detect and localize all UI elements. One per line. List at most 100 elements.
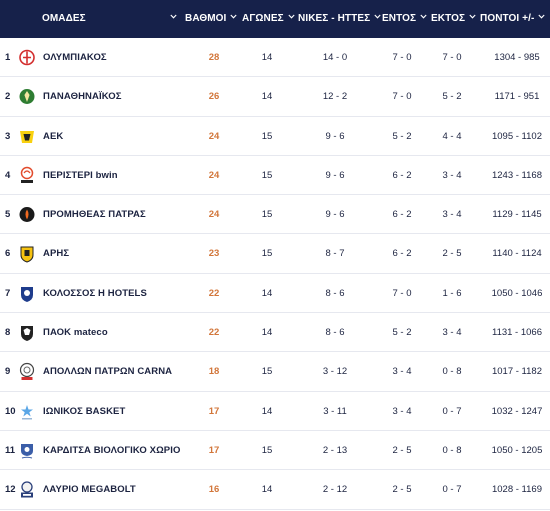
- score-diff: 1095 - 1102: [491, 130, 542, 142]
- rank: 10: [5, 405, 16, 417]
- score-diff: 1032 - 1247: [491, 405, 543, 417]
- table-row[interactable]: 8 ΠΑΟΚ mateco 22 14 8 - 6 5 - 2 3 - 4 11…: [0, 313, 550, 353]
- table-row[interactable]: 2 ΠΑΝΑΘΗΝΑΪΚΟΣ 26 14 12 - 2 7 - 0 5 - 2 …: [0, 77, 550, 117]
- chevron-down-icon: [230, 13, 238, 20]
- away-record: 1 - 6: [442, 287, 462, 299]
- home-record: 7 - 0: [392, 52, 412, 63]
- rank: 11: [5, 444, 16, 456]
- promitheas-logo: [17, 204, 37, 225]
- panathinaikos-logo: [17, 86, 37, 107]
- team-name[interactable]: ΠΡΟΜΗΘΕΑΣ ΠΑΤΡΑΣ: [43, 209, 146, 221]
- team-name[interactable]: ΑΕΚ: [43, 130, 64, 142]
- wins-losses: 8 - 7: [325, 248, 345, 260]
- points: 26: [208, 91, 220, 103]
- column-home[interactable]: ΕΝΤΟΣ: [382, 0, 427, 38]
- chevron-down-icon: [420, 13, 427, 20]
- rank: 2: [5, 91, 11, 103]
- lavrio-logo: [17, 479, 37, 500]
- away-record: 3 - 4: [442, 327, 462, 339]
- away-record: 7 - 0: [442, 52, 462, 63]
- rank: 1: [5, 52, 11, 63]
- home-record: 5 - 2: [392, 130, 412, 142]
- team-name[interactable]: ΠΑΝΑΘΗΝΑΪΚΟΣ: [43, 91, 122, 103]
- points: 18: [208, 366, 220, 378]
- home-record: 6 - 2: [392, 248, 412, 260]
- score-diff: 1050 - 1046: [491, 287, 543, 299]
- wins-losses: 8 - 6: [325, 327, 345, 339]
- olympiacos-logo: [17, 47, 37, 68]
- home-record: 7 - 0: [392, 91, 412, 103]
- table-header: ΟΜΑΔΕΣ ΒΑΘΜΟΙ ΑΓΩΝΕΣ ΝΙΚΕΣ - ΗΤΤΕΣ ΕΝΤΟΣ…: [0, 0, 550, 38]
- team-name[interactable]: ΑΡΗΣ: [43, 248, 70, 260]
- home-record: 6 - 2: [392, 209, 412, 221]
- away-record: 0 - 8: [442, 366, 462, 378]
- table-row[interactable]: 10 ΙΩΝΙΚΟΣ BASKET 17 14 3 - 11 3 - 4 0 -…: [0, 392, 550, 431]
- team-name[interactable]: ΙΩΝΙΚΟΣ BASKET: [43, 405, 126, 417]
- home-record: 2 - 5: [392, 484, 412, 496]
- team-name[interactable]: ΛΑΥΡΙΟ MEGABOLT: [43, 484, 136, 496]
- home-record: 3 - 4: [392, 405, 412, 417]
- column-points-label: ΒΑΘΜΟΙ: [185, 13, 227, 24]
- points: 22: [208, 287, 220, 299]
- table-row[interactable]: 1 ΟΛΥΜΠΙΑΚΟΣ 28 14 14 - 0 7 - 0 7 - 0 13…: [0, 38, 550, 78]
- aek-logo: [17, 126, 37, 147]
- away-record: 4 - 4: [442, 130, 462, 142]
- team-name[interactable]: ΠΕΡΙΣΤΕΡΙ bwin: [43, 169, 118, 181]
- games: 14: [261, 91, 273, 103]
- table-row[interactable]: 7 ΚΟΛΟΣΣΟΣ Η HOTELS 22 14 8 - 6 7 - 0 1 …: [0, 274, 550, 314]
- table-row[interactable]: 6 ΑΡΗΣ 23 15 8 - 7 6 - 2 2 - 5 1140 - 11…: [0, 234, 550, 274]
- away-record: 0 - 8: [442, 444, 462, 456]
- points: 16: [208, 484, 220, 496]
- wins-losses: 2 - 12: [322, 484, 348, 496]
- points: 28: [208, 52, 220, 63]
- wins-losses: 8 - 6: [325, 287, 345, 299]
- column-score[interactable]: ΠΟΝΤΟΙ +/-: [480, 0, 546, 38]
- kolossos-logo: [17, 283, 37, 304]
- games: 15: [261, 209, 273, 221]
- column-team[interactable]: ΟΜΑΔΕΣ: [42, 0, 86, 38]
- table-row[interactable]: 12 ΛΑΥΡΙΟ MEGABOLT 16 14 2 - 12 2 - 5 0 …: [0, 470, 550, 510]
- team-name[interactable]: ΑΠΟΛΛΩΝ ΠΑΤΡΩΝ CARNA: [43, 366, 173, 378]
- table-row[interactable]: 9 ΑΠΟΛΛΩΝ ΠΑΤΡΩΝ CARNA 18 15 3 - 12 3 - …: [0, 352, 550, 392]
- score-diff: 1171 - 951: [494, 91, 540, 103]
- wins-losses: 14 - 0: [322, 52, 348, 63]
- table-row[interactable]: 4 ΠΕΡΙΣΤΕΡΙ bwin 24 15 9 - 6 6 - 2 3 - 4…: [0, 156, 550, 196]
- games: 14: [261, 327, 273, 339]
- team-name[interactable]: ΚΟΛΟΣΣΟΣ Η HOTELS: [43, 287, 147, 299]
- team-name[interactable]: ΠΑΟΚ mateco: [43, 327, 108, 339]
- column-away[interactable]: ΕΚΤΟΣ: [431, 0, 476, 38]
- apollon-logo: [17, 361, 37, 382]
- wins-losses: 9 - 6: [325, 209, 345, 221]
- column-games[interactable]: ΑΓΩΝΕΣ: [242, 0, 295, 38]
- score-diff: 1140 - 1124: [492, 248, 542, 260]
- away-record: 0 - 7: [442, 484, 462, 496]
- rank: 6: [5, 248, 11, 260]
- rank: 5: [5, 209, 11, 221]
- team-name[interactable]: ΚΑΡΔΙΤΣΑ ΒΙΟΛΟΓΙΚΟ ΧΩΡΙΟ: [43, 444, 181, 456]
- games: 14: [261, 287, 273, 299]
- games: 14: [261, 52, 273, 63]
- column-points[interactable]: ΒΑΘΜΟΙ: [185, 0, 238, 38]
- chevron-down-icon: [538, 13, 546, 20]
- score-diff: 1243 - 1168: [491, 169, 542, 181]
- column-wins-losses[interactable]: ΝΙΚΕΣ - ΗΤΤΕΣ: [298, 0, 381, 38]
- home-record: 2 - 5: [392, 444, 412, 456]
- points: 24: [208, 130, 220, 142]
- points: 24: [208, 169, 220, 181]
- away-record: 5 - 2: [442, 91, 462, 103]
- peristeri-logo: [17, 165, 37, 186]
- points: 23: [208, 248, 220, 260]
- rank: 3: [5, 130, 11, 142]
- team-sort-chevron[interactable]: [166, 0, 177, 38]
- away-record: 0 - 7: [442, 405, 462, 417]
- wins-losses: 9 - 6: [325, 169, 345, 181]
- chevron-down-icon: [469, 13, 476, 20]
- home-record: 5 - 2: [392, 327, 412, 339]
- table-row[interactable]: 3 ΑΕΚ 24 15 9 - 6 5 - 2 4 - 4 1095 - 110…: [0, 117, 550, 156]
- wins-losses: 12 - 2: [322, 91, 348, 103]
- table-row[interactable]: 11 ΚΑΡΔΙΤΣΑ ΒΙΟΛΟΓΙΚΟ ΧΩΡΙΟ 17 15 2 - 13…: [0, 431, 550, 471]
- team-name[interactable]: ΟΛΥΜΠΙΑΚΟΣ: [43, 52, 107, 63]
- table-row[interactable]: 5 ΠΡΟΜΗΘΕΑΣ ΠΑΤΡΑΣ 24 15 9 - 6 6 - 2 3 -…: [0, 195, 550, 235]
- column-wins-losses-label: ΝΙΚΕΣ - ΗΤΤΕΣ: [298, 13, 371, 24]
- games: 15: [261, 366, 273, 378]
